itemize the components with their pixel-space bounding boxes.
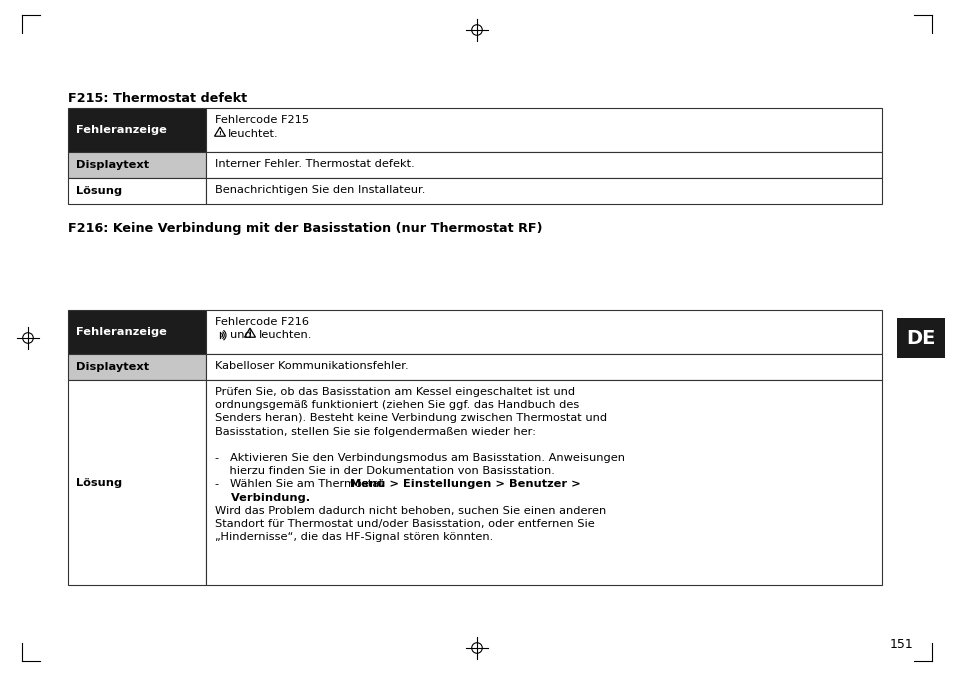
Text: 151: 151 — [889, 638, 913, 651]
Text: DE: DE — [905, 329, 935, 347]
Text: hierzu finden Sie in der Dokumentation von Basisstation.: hierzu finden Sie in der Dokumentation v… — [214, 466, 555, 476]
Text: Fehleranzeige: Fehleranzeige — [76, 125, 167, 135]
Bar — [68, 310, 206, 354]
Bar — [206, 354, 882, 380]
Bar — [206, 108, 882, 152]
Text: Lösung: Lösung — [76, 477, 122, 487]
Text: leuchtet.: leuchtet. — [228, 129, 278, 139]
Text: Senders heran). Besteht keine Verbindung zwischen Thermostat und: Senders heran). Besteht keine Verbindung… — [214, 414, 606, 423]
Text: und: und — [230, 330, 252, 340]
Bar — [206, 380, 882, 585]
Bar — [896, 318, 944, 358]
Bar — [68, 354, 206, 380]
Text: F215: Thermostat defekt: F215: Thermostat defekt — [68, 92, 247, 105]
Text: -   Wählen Sie am Thermostat: - Wählen Sie am Thermostat — [214, 479, 391, 489]
Bar — [68, 380, 206, 585]
Text: !: ! — [249, 332, 252, 337]
Text: Interner Fehler. Thermostat defekt.: Interner Fehler. Thermostat defekt. — [214, 159, 415, 169]
Text: -   Aktivieren Sie den Verbindungsmodus am Basisstation. Anweisungen: - Aktivieren Sie den Verbindungsmodus am… — [214, 453, 624, 463]
Bar — [206, 152, 882, 178]
Text: „Hindernisse“, die das HF-Signal stören könnten.: „Hindernisse“, die das HF-Signal stören … — [214, 532, 493, 542]
Bar — [206, 178, 882, 204]
Bar — [68, 108, 206, 152]
Text: Kabelloser Kommunikationsfehler.: Kabelloser Kommunikationsfehler. — [214, 361, 408, 371]
Text: Basisstation, stellen Sie sie folgendermaßen wieder her:: Basisstation, stellen Sie sie folgenderm… — [214, 427, 536, 437]
Text: !: ! — [218, 131, 221, 137]
Text: Benachrichtigen Sie den Installateur.: Benachrichtigen Sie den Installateur. — [214, 185, 425, 195]
Text: Fehleranzeige: Fehleranzeige — [76, 327, 167, 337]
Bar — [68, 152, 206, 178]
Text: Lösung: Lösung — [76, 186, 122, 196]
Text: Prüfen Sie, ob das Basisstation am Kessel eingeschaltet ist und: Prüfen Sie, ob das Basisstation am Kesse… — [214, 387, 575, 397]
Text: Standort für Thermostat und/oder Basisstation, oder entfernen Sie: Standort für Thermostat und/oder Basisst… — [214, 519, 594, 529]
Text: Fehlercode F215: Fehlercode F215 — [214, 115, 309, 125]
Text: Wird das Problem dadurch nicht behoben, suchen Sie einen anderen: Wird das Problem dadurch nicht behoben, … — [214, 506, 605, 516]
Text: Verbindung.: Verbindung. — [214, 493, 310, 502]
Text: Displaytext: Displaytext — [76, 160, 149, 170]
Text: F216: Keine Verbindung mit der Basisstation (nur Thermostat RF): F216: Keine Verbindung mit der Basisstat… — [68, 222, 542, 235]
Bar — [206, 310, 882, 354]
Text: Displaytext: Displaytext — [76, 362, 149, 372]
Bar — [68, 178, 206, 204]
Text: Menü > Einstellungen > Benutzer >: Menü > Einstellungen > Benutzer > — [350, 479, 580, 489]
Text: Fehlercode F216: Fehlercode F216 — [214, 317, 309, 327]
Text: ordnungsgemäß funktioniert (ziehen Sie ggf. das Handbuch des: ordnungsgemäß funktioniert (ziehen Sie g… — [214, 400, 578, 410]
Text: leuchten.: leuchten. — [258, 330, 312, 340]
